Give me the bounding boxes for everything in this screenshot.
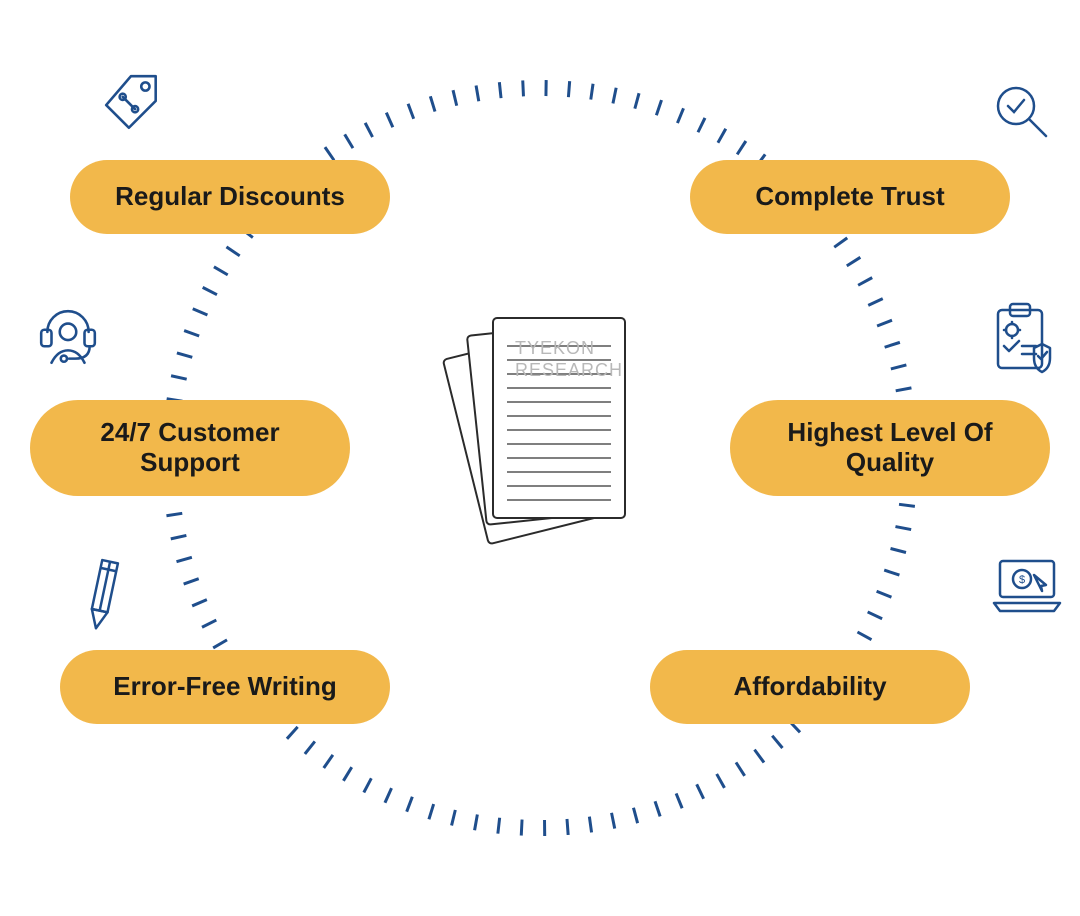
watermark-line1: TYEKON <box>515 338 595 359</box>
pencil-icon <box>75 555 131 640</box>
watermark-line2: RESEARCH <box>515 360 623 381</box>
pill-afford: Affordability <box>650 650 970 724</box>
center-documents-icon: TYEKON RESEARCH <box>435 300 645 560</box>
pill-discounts: Regular Discounts <box>70 160 390 234</box>
pill-label: Highest Level Of Quality <box>758 418 1022 478</box>
pill-trust: Complete Trust <box>690 160 1010 234</box>
infographic-stage: TYEKON RESEARCH Regular Discounts 24/7 C… <box>0 0 1080 916</box>
magnify-check-icon <box>990 80 1054 149</box>
price-tag-icon <box>100 70 166 141</box>
pill-label: Affordability <box>733 672 886 702</box>
laptop-money-icon: $ <box>990 555 1064 620</box>
pill-label: 24/7 Customer Support <box>58 418 322 478</box>
headset-icon <box>35 300 101 381</box>
pill-label: Error-Free Writing <box>113 672 336 702</box>
pill-support: 24/7 Customer Support <box>30 400 350 496</box>
pill-errorfree: Error-Free Writing <box>60 650 390 724</box>
pill-label: Regular Discounts <box>115 182 345 212</box>
svg-text:$: $ <box>1019 574 1025 586</box>
pill-quality: Highest Level Of Quality <box>730 400 1050 496</box>
clipboard-quality-icon <box>990 300 1058 383</box>
pill-label: Complete Trust <box>755 182 944 212</box>
